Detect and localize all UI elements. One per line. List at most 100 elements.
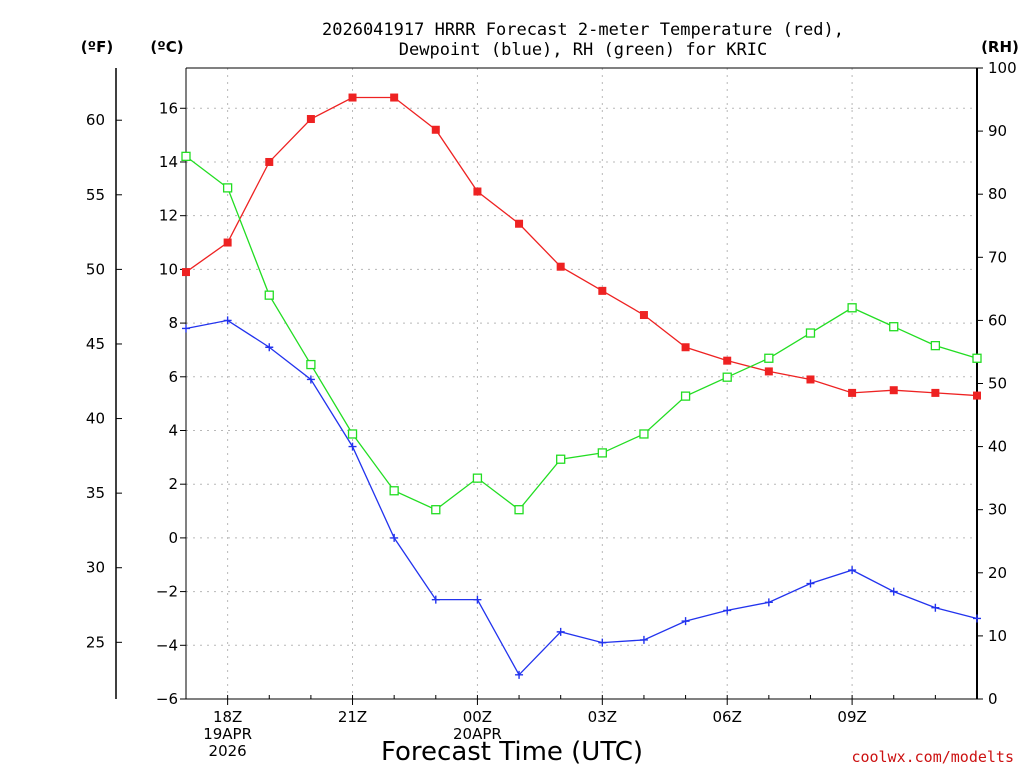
rh-point xyxy=(639,429,649,439)
x-tick-label: 18Z xyxy=(213,708,242,726)
rh-unit-label: (RH) xyxy=(981,38,1019,56)
dewpoint-point xyxy=(348,442,357,451)
fahrenheit-unit-label: (ºF) xyxy=(81,38,113,56)
temperature-point xyxy=(806,375,815,384)
source-credit: coolwx.com/modelts xyxy=(851,748,1014,766)
temperature-point xyxy=(182,268,190,277)
dewpoint-point xyxy=(306,375,315,384)
dewpoint-point xyxy=(598,638,607,647)
rh-tick-label: 10 xyxy=(988,627,1007,645)
dewpoint-point xyxy=(889,587,898,596)
temperature-point xyxy=(931,388,940,397)
rh-tick-label: 60 xyxy=(988,311,1007,329)
temperature-point xyxy=(431,125,440,134)
rh-tick-label: 50 xyxy=(988,375,1007,393)
temperature-point xyxy=(973,391,981,400)
fahrenheit-tick-label: 60 xyxy=(86,111,105,129)
celsius-unit-label: (ºC) xyxy=(150,38,183,56)
dewpoint-point xyxy=(265,343,274,352)
temperature-point xyxy=(764,367,773,376)
celsius-tick-label: 8 xyxy=(168,314,178,332)
x-tick-label: 19APR xyxy=(203,725,252,743)
temperature-point xyxy=(473,187,482,196)
dewpoint-point xyxy=(223,316,232,325)
dewpoint-point xyxy=(473,595,482,604)
temperature-point xyxy=(223,238,232,247)
rh-point xyxy=(764,353,774,363)
rh-point xyxy=(306,359,316,370)
temperature-point xyxy=(723,356,732,365)
rh-tick-label: 100 xyxy=(988,59,1017,77)
temperature-point xyxy=(515,219,524,228)
x-axis-label: Forecast Time (UTC) xyxy=(381,737,643,767)
series-rh xyxy=(181,151,982,515)
x-tick-label: 00Z xyxy=(463,708,492,726)
axes xyxy=(115,67,983,705)
grid-lines xyxy=(186,68,977,700)
rh-tick-label: 70 xyxy=(988,248,1007,266)
celsius-tick-label: 6 xyxy=(168,368,178,386)
celsius-tick-label: −4 xyxy=(156,636,178,654)
dewpoint-point xyxy=(806,579,815,588)
rh-line xyxy=(185,155,978,511)
series-dewpoint xyxy=(182,316,981,679)
rh-point xyxy=(722,372,732,382)
rh-point xyxy=(264,290,274,300)
rh-point xyxy=(347,429,358,439)
dewpoint-point xyxy=(723,606,732,615)
fahrenheit-tick-label: 35 xyxy=(86,484,105,502)
rh-point xyxy=(472,473,483,483)
rh-point xyxy=(597,448,607,458)
rh-tick-label: 20 xyxy=(988,564,1007,582)
x-tick-label: 06Z xyxy=(713,708,742,726)
temperature-point xyxy=(639,311,648,320)
x-tick-label: 20APR xyxy=(453,725,502,743)
dewpoint-point xyxy=(764,598,773,607)
temperature-point xyxy=(598,286,607,295)
temperature-point xyxy=(556,262,565,271)
temperature-point xyxy=(306,115,315,124)
dewpoint-point xyxy=(431,595,440,604)
celsius-tick-label: 2 xyxy=(168,475,178,493)
fahrenheit-tick-label: 30 xyxy=(86,559,105,577)
fahrenheit-tick-label: 40 xyxy=(86,410,105,428)
fahrenheit-tick-label: 50 xyxy=(86,260,105,278)
x-tick-label: 21Z xyxy=(338,708,367,726)
temperature-point xyxy=(681,343,690,352)
rh-point xyxy=(805,328,816,338)
celsius-tick-label: −2 xyxy=(156,583,178,601)
series-layer xyxy=(181,93,982,679)
dewpoint-line xyxy=(185,319,978,676)
celsius-tick-label: 14 xyxy=(159,153,178,171)
dewpoint-point xyxy=(390,533,399,542)
rh-point xyxy=(972,353,982,363)
rh-tick-label: 30 xyxy=(988,501,1007,519)
rh-tick-label: 80 xyxy=(988,185,1007,203)
x-tick-label: 09Z xyxy=(837,708,866,726)
temperature-line xyxy=(185,96,978,397)
rh-point xyxy=(222,183,233,193)
celsius-tick-label: 0 xyxy=(168,529,178,547)
rh-tick-label: 40 xyxy=(988,438,1007,456)
x-tick-label: 2026 xyxy=(209,742,247,760)
dewpoint-point xyxy=(515,670,524,679)
fahrenheit-tick-label: 55 xyxy=(86,186,105,204)
rh-tick-label: 90 xyxy=(988,122,1007,140)
dewpoint-point xyxy=(973,614,981,623)
temperature-point xyxy=(348,93,357,102)
rh-point xyxy=(431,505,441,515)
dewpoint-point xyxy=(681,617,690,626)
rh-point xyxy=(556,454,566,464)
tick-labels: −6 −4 −2 0 2 4 6 8 10 12 14 16 25 30 35 40 45 50 55 60 0 10 20… xyxy=(86,59,1017,760)
rh-point xyxy=(514,505,524,515)
dewpoint-point xyxy=(556,627,565,636)
rh-point xyxy=(889,322,899,332)
dewpoint-point xyxy=(931,603,940,612)
fahrenheit-tick-label: 45 xyxy=(86,335,105,353)
temperature-point xyxy=(848,388,857,397)
rh-point xyxy=(930,340,941,351)
rh-tick-label: 0 xyxy=(988,690,998,708)
temperature-point xyxy=(265,157,274,166)
rh-point xyxy=(680,391,691,401)
